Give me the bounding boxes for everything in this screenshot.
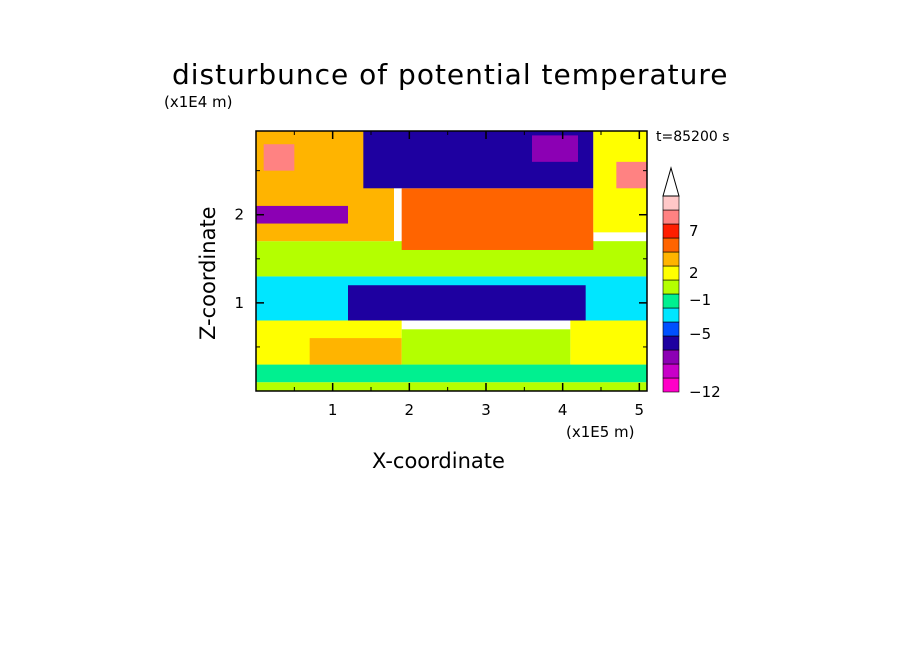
colorbar-swatch-0 [662, 377, 680, 393]
field-region-15 [256, 205, 348, 224]
field-region-4 [570, 320, 647, 365]
colorbar-label-4: −12 [689, 383, 721, 401]
chart-title: disturbunce of potential temperature [172, 58, 729, 91]
colorbar-swatch-3 [662, 335, 680, 351]
y-tick-label-1: 1 [234, 294, 244, 312]
colorbar-swatch-11 [662, 223, 680, 239]
y-tick-label-2: 2 [234, 206, 244, 224]
x-tick-label-1: 1 [328, 401, 338, 419]
colorbar-swatch-4 [662, 321, 680, 337]
colorbar-label-3: −5 [689, 325, 711, 343]
field-region-10 [401, 188, 594, 250]
colorbar-swatch-1 [662, 363, 680, 379]
y-axis-unit: (x1E4 m) [164, 93, 233, 111]
colorbar-swatch-7 [662, 279, 680, 295]
x-tick-label-3: 3 [481, 401, 491, 419]
field-region-1 [256, 364, 647, 383]
field-region-16 [532, 135, 578, 162]
field-region-0 [256, 382, 647, 391]
colorbar-swatch-5 [662, 307, 680, 323]
colorbar-swatch-9 [662, 251, 680, 267]
time-label: t=85200 s [656, 129, 730, 145]
field-region-3 [309, 338, 402, 365]
colorbar-swatch-12 [662, 209, 680, 225]
colorbar-label-2: −1 [689, 291, 711, 309]
colorbar-swatch-2 [662, 349, 680, 365]
field-region-13 [263, 144, 295, 171]
temperature-field [256, 131, 647, 391]
field-region-7 [348, 285, 586, 321]
colorbar-swatch-6 [662, 293, 680, 309]
colorbar-label-1: 2 [689, 264, 699, 282]
colorbar-swatch-10 [662, 237, 680, 253]
x-tick-label-2: 2 [405, 401, 415, 419]
field-region-5 [401, 329, 571, 365]
field-region-14 [616, 161, 647, 189]
colorbar-swatch-8 [662, 265, 680, 281]
x-tick-label-4: 4 [558, 401, 568, 419]
axes: 1 2 3 4 5 1 2 [234, 131, 647, 419]
plot-frame [255, 130, 648, 392]
colorbar-swatch-13 [662, 195, 680, 211]
colorbar: 7 2 −1 −5 −12 [662, 166, 721, 401]
x-axis-label: X-coordinate [372, 449, 505, 473]
colorbar-label-0: 7 [689, 222, 699, 240]
x-axis-unit: (x1E5 m) [566, 423, 635, 441]
x-tick-label-5: 5 [635, 401, 645, 419]
colorbar-extend-arrow [662, 166, 680, 197]
